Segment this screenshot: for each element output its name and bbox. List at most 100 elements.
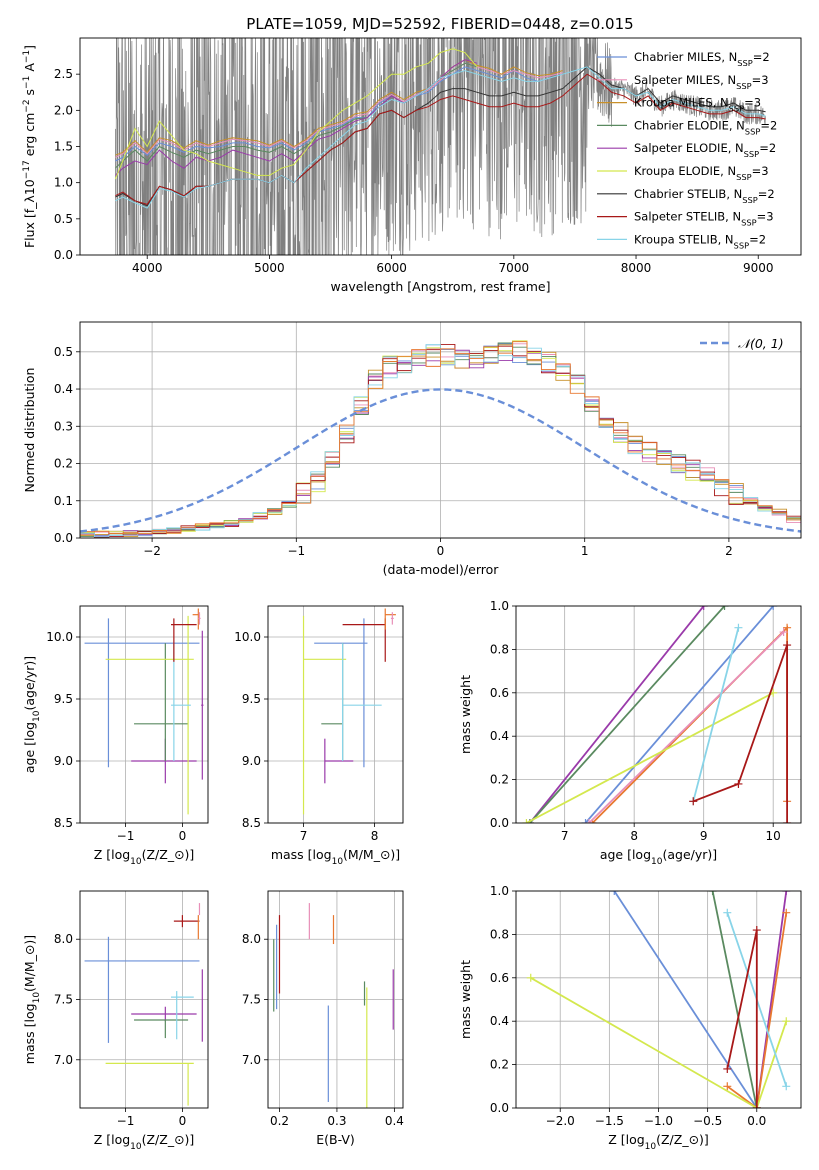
- x-tick-label: 2: [725, 544, 733, 558]
- weight-marker: [689, 797, 698, 806]
- model-spectrum-8: [115, 66, 766, 209]
- weight-marker: [708, 891, 717, 895]
- legend-label: 𝒩(0, 1): [738, 336, 784, 351]
- x-tick-label: 0.0: [747, 1114, 766, 1128]
- legend-label: Chabrier STELIB, NSSP​=2: [634, 187, 775, 205]
- x-tick-label: −2.0: [546, 1114, 575, 1128]
- errorbar-point-3: [105, 615, 194, 815]
- model-spectrum-5: [114, 48, 478, 180]
- errorbar-point-0: [314, 618, 368, 768]
- y-tick-label: 9.5: [54, 692, 73, 706]
- y-tick-label: 0.6: [490, 686, 509, 700]
- x-tick-label: 10: [766, 829, 781, 843]
- x-axis-label: wavelength [Angstrom, rest frame]: [330, 279, 550, 294]
- weight-marker: [783, 641, 792, 650]
- weight-marker: [783, 623, 792, 632]
- weight-line-3: [726, 912, 788, 1108]
- legend: 𝒩(0, 1): [700, 336, 784, 351]
- plot-area: [84, 608, 204, 815]
- axes-frame: [515, 890, 802, 1109]
- y-tick-label: 0.4: [490, 1014, 509, 1028]
- weight-marker: [720, 606, 729, 610]
- plot-area: [522, 606, 792, 823]
- x-tick-label: 9: [700, 829, 708, 843]
- y-tick-label: 1.0: [54, 176, 73, 190]
- errorbar-point-1: [131, 1006, 197, 1022]
- weight-marker: [723, 1064, 732, 1073]
- axes-frame: [79, 890, 209, 1109]
- y-tick-label: 1.0: [490, 599, 509, 613]
- plot-area: [302, 608, 396, 815]
- x-tick-label: −2: [143, 544, 161, 558]
- weight-marker: [584, 819, 593, 823]
- errorbar-point-2: [134, 643, 189, 761]
- x-tick-label: −0.5: [693, 1114, 722, 1128]
- y-tick-label: 0.3: [54, 419, 73, 433]
- panel-spectrum: 4000 5000 6000 7000 8000 9000 0.0 0.5 1.0 1.5 2.0 2…: [22, 37, 802, 294]
- histogram-series-8: [80, 341, 801, 538]
- y-tick-label: 0.5: [54, 212, 73, 226]
- legend-label: Kroupa ELODIE, NSSP​=3: [634, 164, 769, 182]
- plot-area: [526, 891, 791, 1108]
- x-tick-label: 8000: [621, 261, 652, 275]
- histogram-series-1: [80, 342, 801, 538]
- histogram-series-2: [80, 340, 801, 538]
- y-tick-label: 2.0: [54, 103, 73, 117]
- axes-frame: [79, 321, 802, 539]
- plot-area: [84, 903, 203, 1106]
- y-tick-label: 0.0: [54, 531, 73, 545]
- x-tick-label: −1: [117, 829, 135, 843]
- x-tick-label: 0.4: [385, 1114, 404, 1128]
- errorbar-point-3: [302, 615, 347, 815]
- y-tick-label: 0.2: [490, 1058, 509, 1072]
- legend-label: Salpeter ELODIE, NSSP​=2: [634, 141, 776, 159]
- weight-marker: [723, 908, 732, 917]
- x-tick-label: 1: [581, 544, 589, 558]
- x-tick-label: 8: [371, 829, 379, 843]
- x-tick-label: 7: [561, 829, 569, 843]
- y-tick-label: 0.1: [54, 494, 73, 508]
- errorbar-point-3: [105, 1062, 194, 1106]
- weight-marker: [779, 628, 788, 637]
- weight-marker: [734, 779, 743, 788]
- weight-marker: [769, 606, 778, 610]
- y-tick-label: 9.0: [54, 754, 73, 768]
- weight-marker: [723, 1082, 732, 1091]
- errorbar-point-8: [201, 630, 204, 780]
- legend-label: Kroupa STELIB, NSSP​=2: [634, 232, 766, 250]
- y-axis-label: age [log10​(age/yr)]: [22, 656, 42, 773]
- x-axis-label: Z [log10​(Z/Z_⊙)]: [608, 1132, 709, 1152]
- y-tick-label: 8.5: [54, 816, 73, 830]
- weight-line-7: [692, 644, 788, 823]
- x-tick-label: 0: [179, 829, 187, 843]
- y-axis-label: Normed distribution: [22, 368, 37, 493]
- x-tick-label: 8: [630, 829, 638, 843]
- weight-marker: [782, 1082, 791, 1091]
- axes-frame: [267, 890, 404, 1109]
- legend-label: Kroupa MILES, NSSP​=3: [634, 96, 761, 114]
- panel-mass-weight-vs-Z: −2.0 −1.5 −1.0 −0.5 0.0 0.0 0.2 0.4 0.6 0.8 1.0 Z […: [458, 884, 802, 1152]
- y-tick-label: 0.2: [54, 457, 73, 471]
- weight-marker: [783, 819, 792, 823]
- legend-label: Chabrier MILES, NSSP​=2: [634, 50, 770, 68]
- x-tick-label: 5000: [254, 261, 285, 275]
- y-tick-label: 0.4: [54, 382, 73, 396]
- legend-label: Salpeter STELIB, NSSP​=3: [634, 210, 774, 228]
- x-tick-label: −1: [287, 544, 305, 558]
- x-tick-label: 7000: [499, 261, 530, 275]
- x-tick-label: −1: [117, 1114, 135, 1128]
- y-tick-label: 0.0: [490, 1101, 509, 1115]
- panel-mass-vs-ebv: 0.2 0.3 0.4 7.0 7.5 8.0 E(B-V): [242, 890, 404, 1147]
- y-axis-label: mass weight: [458, 960, 473, 1039]
- panel-residuals: −2 −1 0 1 2 0.0 0.1 0.2 0.3 0.4 0.5 (data-model)/er…: [22, 321, 802, 577]
- plot-area: [114, 38, 766, 255]
- weight-marker: [522, 819, 531, 823]
- errorbar-point-4: [342, 643, 382, 761]
- panel-age-vs-mass: 7 8 8.5 9.0 9.5 10.0 mass [log10​(M/M_⊙)]: [234, 605, 404, 867]
- y-tick-label: 0.5: [54, 345, 73, 359]
- errorbar-point-1: [131, 738, 197, 784]
- y-tick-label: 8.5: [242, 816, 261, 830]
- model-spectrum-2: [115, 59, 563, 156]
- x-tick-label: 4000: [132, 261, 163, 275]
- histogram-series-0: [80, 343, 801, 538]
